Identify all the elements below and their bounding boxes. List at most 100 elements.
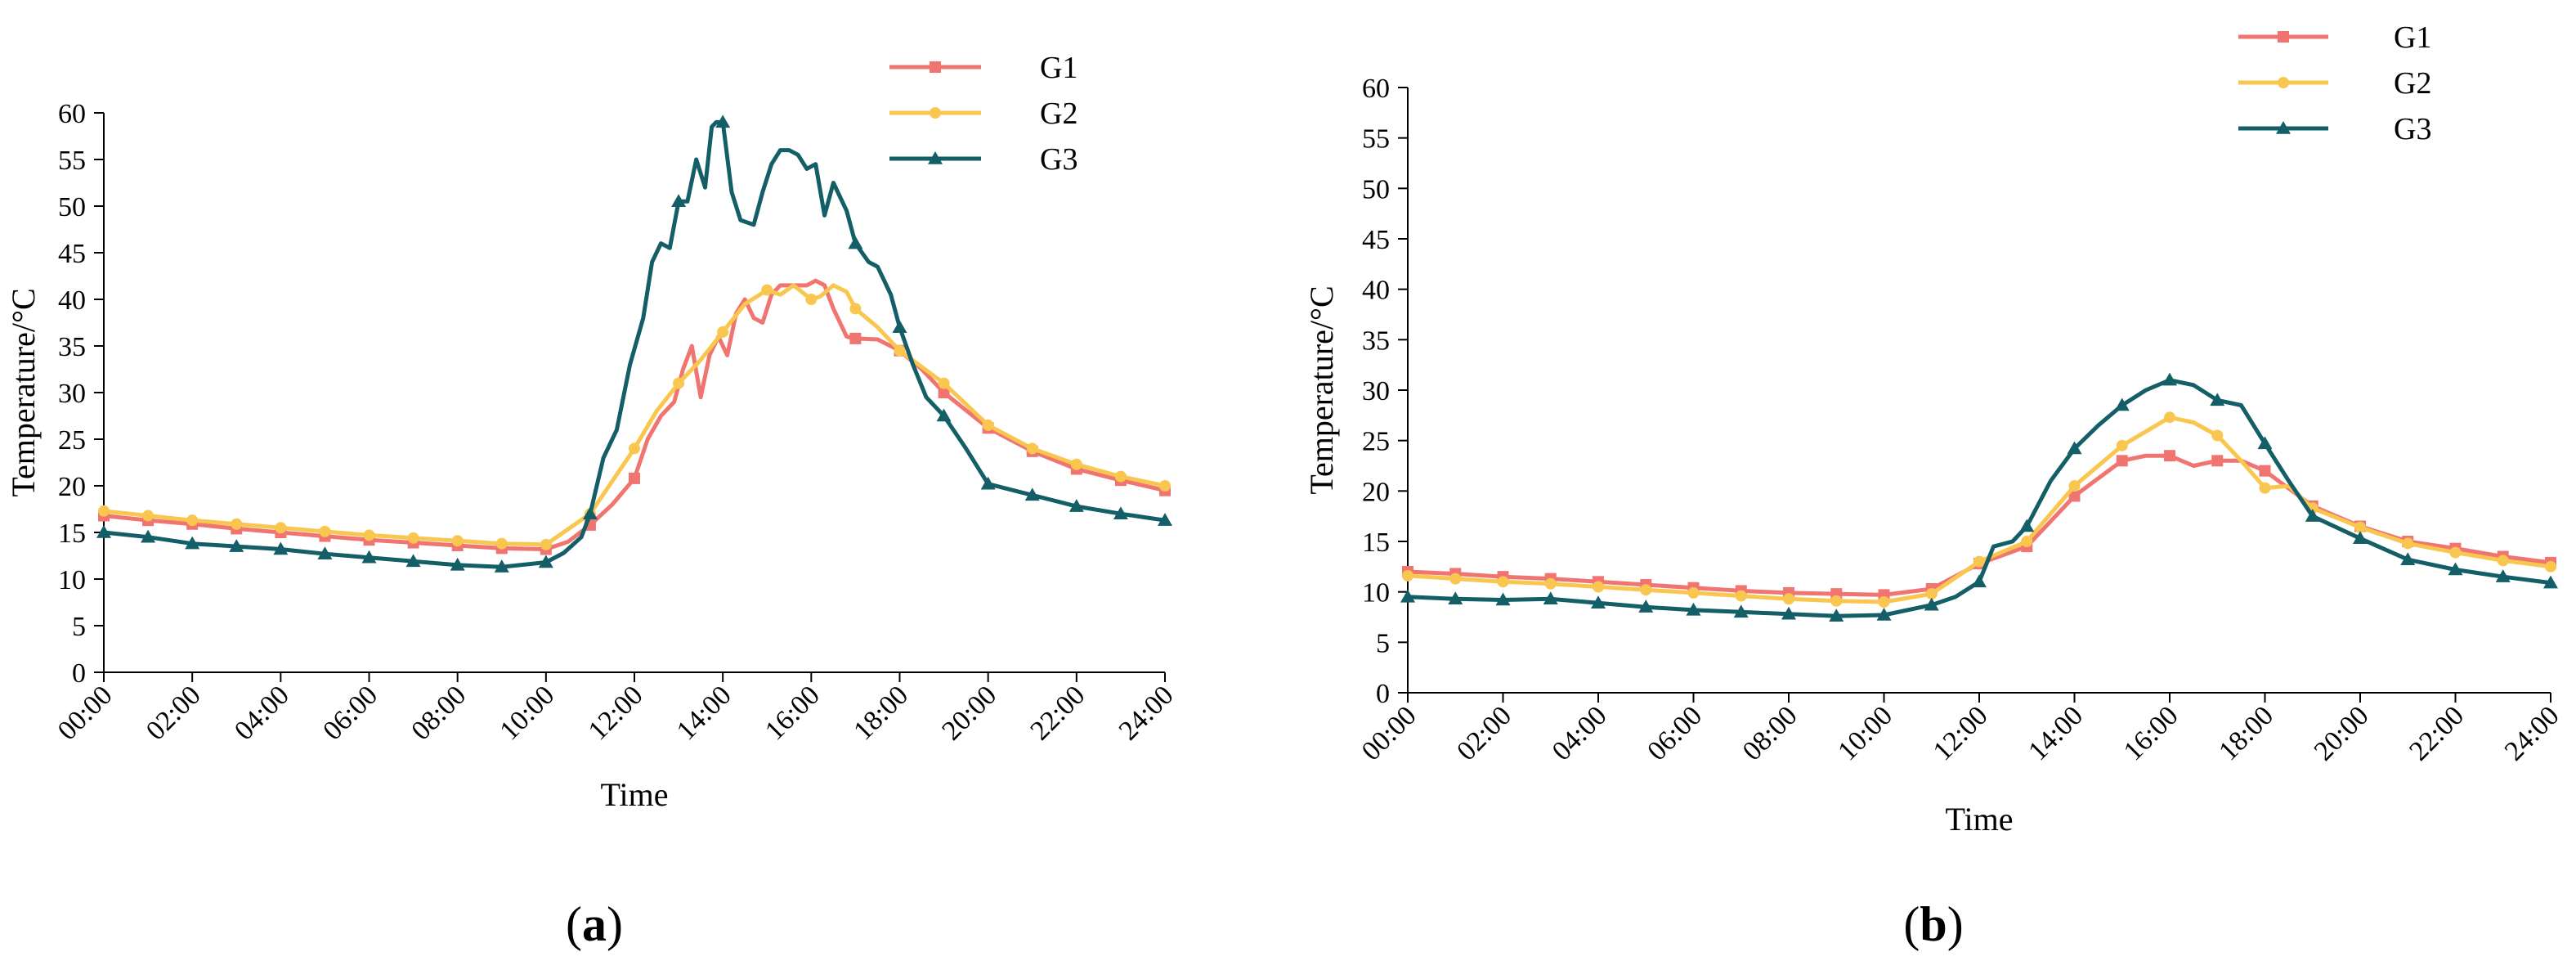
data-point-G3 (1068, 499, 1084, 512)
y-tick-label: 0 (72, 658, 86, 689)
data-point-G2 (1070, 458, 1082, 470)
data-point-G3 (2543, 575, 2558, 589)
data-point-G2 (540, 538, 552, 550)
data-point-G2 (2354, 521, 2366, 533)
data-point-G3 (361, 550, 377, 564)
data-point-G2 (1593, 581, 1604, 593)
data-point-G3 (2019, 519, 2035, 532)
y-axis-title: Temperature/°C (1303, 285, 1340, 494)
data-point-G2 (2164, 411, 2175, 424)
x-tick-label: 16:00 (2118, 700, 2184, 766)
data-point-G3 (1591, 595, 1606, 608)
series-G2 (98, 283, 1171, 550)
data-point-G3 (1733, 604, 1749, 618)
data-point-G2 (2021, 536, 2033, 547)
x-tick-label: 00:00 (52, 680, 119, 746)
data-point-G2 (319, 525, 331, 537)
data-point-G2 (231, 518, 243, 530)
y-tick-label: 10 (58, 565, 86, 595)
data-point-G3 (1924, 597, 1939, 611)
y-tick-label: 60 (1362, 74, 1390, 104)
data-point-G3 (1495, 592, 1511, 606)
legend-label-G2: G2 (2394, 66, 2431, 101)
data-point-G3 (1829, 608, 1844, 622)
y-tick-label: 35 (1362, 326, 1390, 356)
data-point-G3 (185, 536, 200, 550)
data-point-G2 (2545, 560, 2556, 573)
data-point-G3 (1686, 602, 1701, 616)
x-tick-label: 22:00 (2404, 700, 2470, 766)
data-point-G3 (450, 557, 465, 571)
data-point-G2 (186, 514, 199, 527)
x-tick-label: 14:00 (671, 680, 737, 746)
data-point-G2 (673, 377, 685, 389)
data-point-G2 (849, 303, 862, 315)
data-point-G3 (1448, 591, 1463, 605)
data-point-G2 (2259, 482, 2271, 494)
data-point-G2 (1026, 442, 1038, 455)
x-tick-label: 18:00 (2213, 700, 2279, 766)
y-tick-label: 60 (58, 99, 86, 129)
data-point-G3 (582, 506, 598, 519)
data-point-G3 (405, 554, 421, 568)
data-point-G2 (1925, 588, 1938, 600)
series-G3 (1400, 372, 2558, 622)
data-point-G3 (1400, 589, 1415, 603)
data-point-G3 (2257, 436, 2273, 450)
data-point-G2 (1640, 584, 1652, 596)
x-tick-label: 24:00 (1113, 680, 1180, 746)
data-point-G3 (2210, 393, 2225, 406)
data-point-G2 (2211, 429, 2224, 442)
y-tick-label: 50 (58, 192, 86, 222)
data-point-G2 (1114, 470, 1127, 483)
data-point-G2 (98, 505, 110, 517)
chart-panel-b: 0 5 10 15 20 25 30 35 40 45 50 55 60 00:00 02:00 04:00 0… (1303, 20, 2565, 951)
panel-label: (a) (566, 897, 623, 951)
y-tick-label: 25 (58, 425, 86, 456)
x-tick-label: 10:00 (1832, 700, 1898, 766)
data-point-G3 (317, 546, 333, 559)
data-point-G3 (2400, 552, 2416, 565)
legend-label-G1: G1 (1040, 51, 1077, 85)
data-point-G3 (715, 115, 731, 128)
series-G2 (1402, 411, 2556, 608)
panel-label-open-paren: ( (566, 897, 582, 951)
x-tick-label: 06:00 (317, 680, 383, 746)
data-point-G2 (2068, 480, 2081, 492)
y-tick-label: 30 (58, 379, 86, 409)
data-point-G3 (273, 541, 289, 555)
data-point-G3 (96, 525, 111, 538)
data-point-G3 (892, 320, 907, 333)
data-point-G3 (1638, 600, 1654, 613)
data-point-G2 (451, 535, 464, 547)
data-point-G3 (936, 408, 952, 422)
data-point-G2 (1159, 480, 1171, 492)
legend-label-G1: G1 (2394, 20, 2431, 55)
data-point-G3 (1972, 574, 1987, 588)
y-tick-label: 0 (1376, 679, 1390, 709)
series-line-G3 (101, 119, 1167, 569)
data-point-G2 (1735, 590, 1747, 602)
x-axis-title: Time (1945, 801, 2013, 838)
x-tick-label: 12:00 (1928, 700, 1994, 766)
panel-label-letter: a (582, 897, 607, 951)
data-point-G2 (363, 529, 375, 541)
y-tick-label: 30 (1362, 376, 1390, 406)
data-point-G2 (1497, 576, 1509, 588)
data-point-G2 (2449, 546, 2462, 559)
data-point-G3 (1781, 606, 1796, 620)
data-point-G2 (761, 284, 773, 296)
data-point-G2 (2497, 555, 2509, 567)
y-axis-title: Temperature/°C (5, 288, 42, 496)
panel-label-open-paren: ( (1903, 897, 1920, 951)
data-point-G1 (629, 472, 640, 484)
y-tick-label: 35 (58, 332, 86, 362)
y-tick-label: 5 (72, 612, 86, 642)
data-point-G3 (848, 236, 863, 249)
y-tick-label: 45 (1362, 225, 1390, 255)
series-line-G1 (101, 278, 1167, 551)
data-point-G3 (2114, 397, 2130, 411)
data-point-G3 (141, 529, 156, 543)
series-line-G1 (1405, 453, 2553, 597)
